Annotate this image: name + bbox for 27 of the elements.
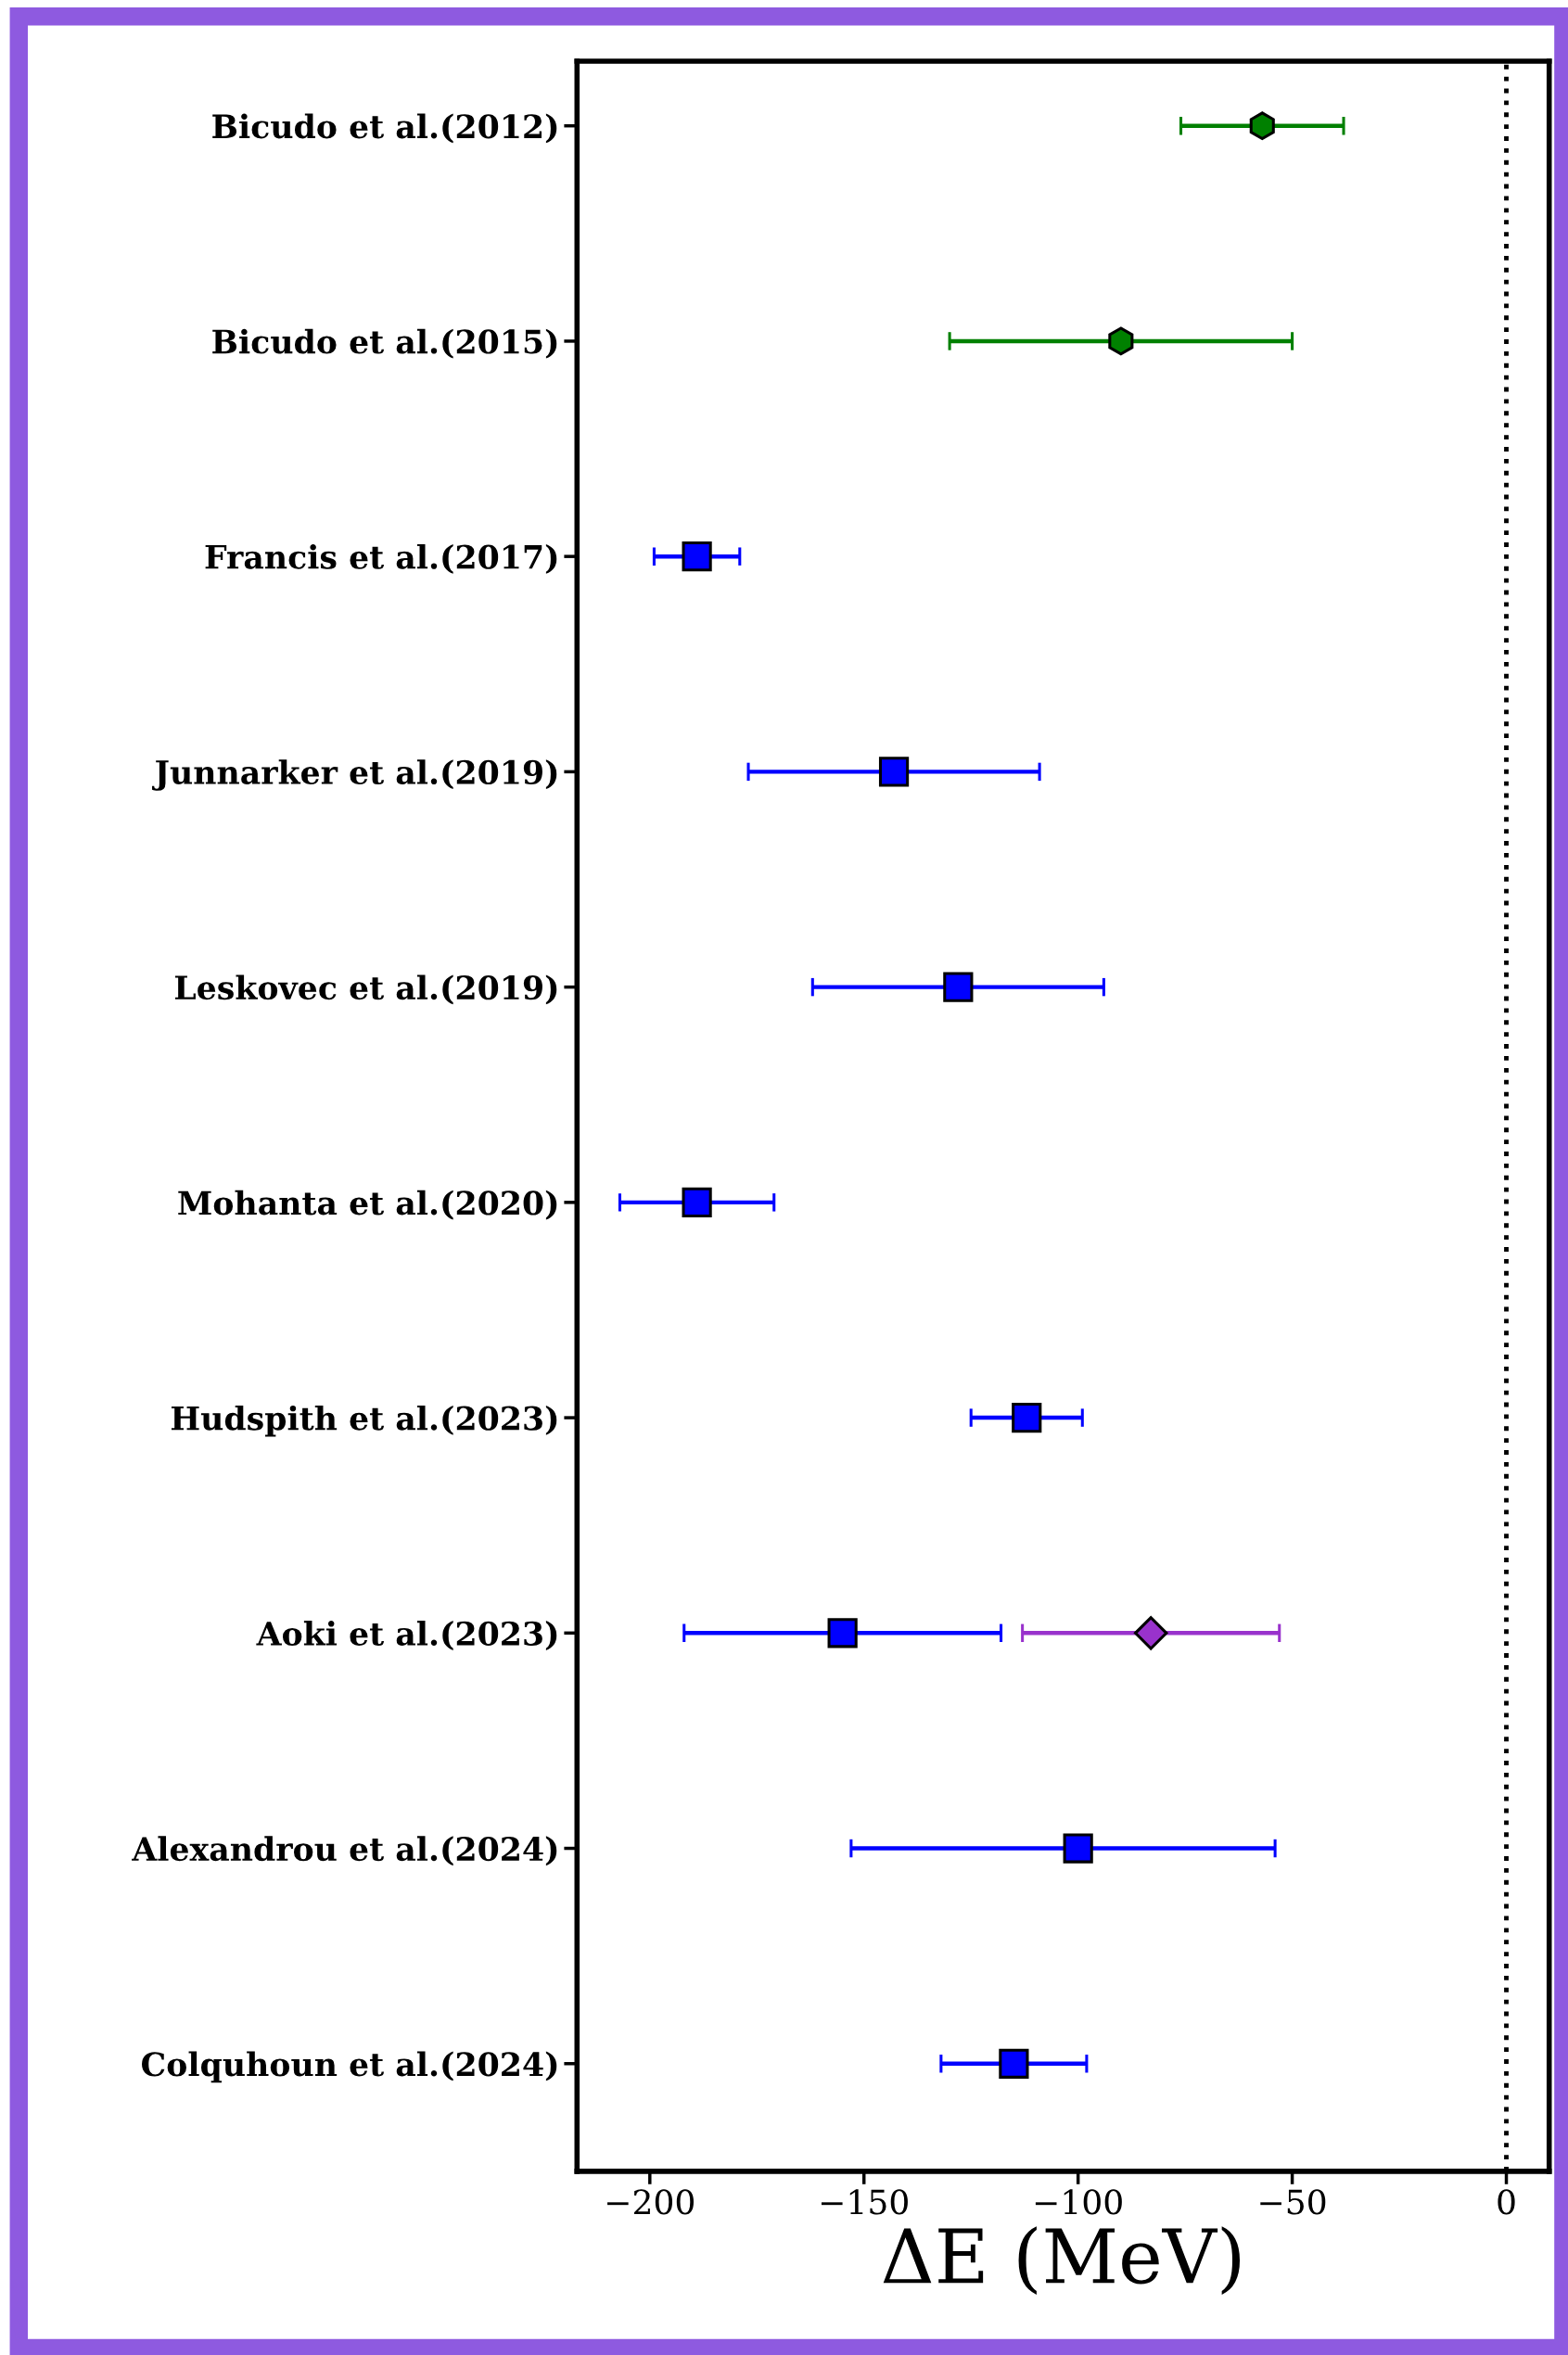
y-tick-label: Bicudo et al.(2015) <box>212 328 557 359</box>
y-tick-label: Junnarker et al.(2019) <box>152 759 557 791</box>
point <box>999 2048 1029 2079</box>
y-tick-label: Alexandrou et al.(2024) <box>132 1836 557 1866</box>
point <box>1133 1616 1168 1650</box>
y-tick-label: Francis et al.(2017) <box>205 543 557 574</box>
y-tick-label: Colquhoun et al.(2024) <box>142 2051 557 2083</box>
x-tick-label: −200 <box>607 2189 694 2215</box>
x-tick-label: −150 <box>821 2189 908 2215</box>
point <box>682 1187 712 1217</box>
point <box>1249 111 1275 141</box>
point <box>682 541 712 572</box>
point <box>943 972 974 1002</box>
x-tick-label: 0 <box>1498 2189 1515 2215</box>
point <box>827 1618 858 1648</box>
point <box>1063 1833 1093 1864</box>
x-tick-label: −100 <box>1035 2189 1122 2215</box>
point <box>1108 326 1134 356</box>
y-tick-label: Bicudo et al.(2012) <box>212 113 557 144</box>
y-tick-label: Aoki et al.(2023) <box>256 1621 557 1650</box>
point <box>1012 1402 1042 1433</box>
point <box>878 757 910 787</box>
y-tick-label: Mohanta et al.(2020) <box>178 1190 557 1220</box>
y-tick-label: Hudspith et al.(2023) <box>171 1405 557 1437</box>
y-tick-label: Leskovec et al.(2019) <box>174 974 557 1005</box>
x-tick-label: −50 <box>1260 2189 1326 2215</box>
x-axis-title: ΔE (MeV) <box>883 2226 1241 2295</box>
